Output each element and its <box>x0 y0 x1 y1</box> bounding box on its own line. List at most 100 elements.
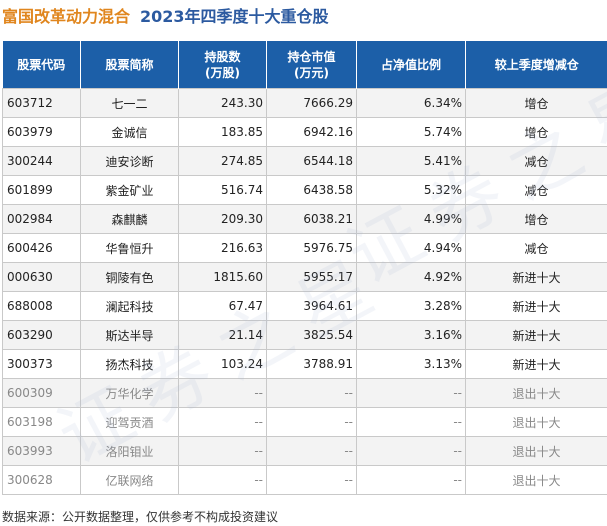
cell-value: 6942.16 <box>266 117 357 147</box>
cell-ratio: 4.99% <box>356 204 466 234</box>
cell-code: 300373 <box>2 349 81 379</box>
cell-name: 铜陵有色 <box>80 262 179 292</box>
cell-change: 退出十大 <box>465 378 607 408</box>
table-row: 603993 洛阳钼业 -- -- -- 退出十大 <box>2 436 607 466</box>
table-row: 603979 金诚信 183.85 6942.16 5.74% 增仓 <box>2 117 607 147</box>
data-source-note: 数据来源：公开数据整理，仅供参考不构成投资建议 <box>2 510 279 524</box>
table-row: 600426 华鲁恒升 216.63 5976.75 4.94% 减仓 <box>2 233 607 263</box>
cell-value: -- <box>266 465 357 495</box>
table-row: 600309 万华化学 -- -- -- 退出十大 <box>2 378 607 408</box>
cell-value: 6038.21 <box>266 204 357 234</box>
cell-ratio: 6.34% <box>356 88 466 118</box>
cell-name: 洛阳钼业 <box>80 436 179 466</box>
holdings-table: 股票代码 股票简称 持股数 (万股) 持仓市值 (万元) 占净值比例 较上季度增… <box>2 41 607 495</box>
cell-shares: -- <box>178 407 267 437</box>
cell-name: 斯达半导 <box>80 320 179 350</box>
cell-change: 新进十大 <box>465 320 607 350</box>
cell-shares: 516.74 <box>178 175 267 205</box>
cell-name: 森麒麟 <box>80 204 179 234</box>
cell-shares: 21.14 <box>178 320 267 350</box>
header-value-unit: (万元) <box>294 65 329 80</box>
cell-ratio: 3.16% <box>356 320 466 350</box>
header-ratio: 占净值比例 <box>356 41 466 89</box>
cell-code: 603979 <box>2 117 81 147</box>
header-shares: 持股数 (万股) <box>178 41 267 89</box>
table-row: 300373 扬杰科技 103.24 3788.91 3.13% 新进十大 <box>2 349 607 379</box>
cell-code: 688008 <box>2 291 81 321</box>
cell-name: 紫金矿业 <box>80 175 179 205</box>
table-row: 601899 紫金矿业 516.74 6438.58 5.32% 减仓 <box>2 175 607 205</box>
cell-ratio: 4.92% <box>356 262 466 292</box>
cell-shares: 67.47 <box>178 291 267 321</box>
cell-ratio: -- <box>356 465 466 495</box>
cell-value: 3964.61 <box>266 291 357 321</box>
header-change: 较上季度增减仓 <box>465 41 607 89</box>
cell-name: 七一二 <box>80 88 179 118</box>
cell-change: 增仓 <box>465 88 607 118</box>
cell-code: 600426 <box>2 233 81 263</box>
cell-ratio: 3.13% <box>356 349 466 379</box>
cell-shares: -- <box>178 436 267 466</box>
table-row: 300628 亿联网络 -- -- -- 退出十大 <box>2 465 607 495</box>
cell-ratio: -- <box>356 407 466 437</box>
header-code: 股票代码 <box>2 41 81 89</box>
cell-code: 603290 <box>2 320 81 350</box>
cell-name: 万华化学 <box>80 378 179 408</box>
cell-name: 扬杰科技 <box>80 349 179 379</box>
table-row: 000630 铜陵有色 1815.60 5955.17 4.92% 新进十大 <box>2 262 607 292</box>
cell-shares: 209.30 <box>178 204 267 234</box>
cell-value: 3825.54 <box>266 320 357 350</box>
cell-ratio: 5.74% <box>356 117 466 147</box>
cell-change: 新进十大 <box>465 349 607 379</box>
cell-value: 6544.18 <box>266 146 357 176</box>
cell-code: 603712 <box>2 88 81 118</box>
cell-change: 减仓 <box>465 175 607 205</box>
cell-code: 603198 <box>2 407 81 437</box>
cell-change: 退出十大 <box>465 407 607 437</box>
cell-name: 澜起科技 <box>80 291 179 321</box>
cell-shares: -- <box>178 465 267 495</box>
cell-name: 华鲁恒升 <box>80 233 179 263</box>
table-row: 688008 澜起科技 67.47 3964.61 3.28% 新进十大 <box>2 291 607 321</box>
cell-name: 迪安诊断 <box>80 146 179 176</box>
table-row: 002984 森麒麟 209.30 6038.21 4.99% 增仓 <box>2 204 607 234</box>
cell-name: 亿联网络 <box>80 465 179 495</box>
cell-value: -- <box>266 436 357 466</box>
cell-change: 退出十大 <box>465 465 607 495</box>
cell-code: 300244 <box>2 146 81 176</box>
cell-change: 增仓 <box>465 117 607 147</box>
table-row: 603198 迎驾贡酒 -- -- -- 退出十大 <box>2 407 607 437</box>
cell-ratio: -- <box>356 378 466 408</box>
cell-name: 金诚信 <box>80 117 179 147</box>
cell-ratio: 5.41% <box>356 146 466 176</box>
header-value: 持仓市值 (万元) <box>266 41 357 89</box>
header-shares-unit: (万股) <box>205 65 240 80</box>
cell-ratio: -- <box>356 436 466 466</box>
cell-value: -- <box>266 378 357 408</box>
page-title: 富国改革动力混合 2023年四季度十大重仓股 <box>2 4 329 30</box>
cell-shares: 103.24 <box>178 349 267 379</box>
cell-ratio: 4.94% <box>356 233 466 263</box>
table-row: 603712 七一二 243.30 7666.29 6.34% 增仓 <box>2 88 607 118</box>
cell-change: 新进十大 <box>465 291 607 321</box>
cell-value: 7666.29 <box>266 88 357 118</box>
cell-value: 5976.75 <box>266 233 357 263</box>
cell-code: 601899 <box>2 175 81 205</box>
cell-value: -- <box>266 407 357 437</box>
cell-change: 增仓 <box>465 204 607 234</box>
cell-ratio: 5.32% <box>356 175 466 205</box>
cell-code: 000630 <box>2 262 81 292</box>
cell-shares: 183.85 <box>178 117 267 147</box>
cell-shares: -- <box>178 378 267 408</box>
cell-name: 迎驾贡酒 <box>80 407 179 437</box>
cell-change: 减仓 <box>465 233 607 263</box>
header-value-label: 持仓市值 <box>287 49 336 64</box>
cell-ratio: 3.28% <box>356 291 466 321</box>
cell-shares: 216.63 <box>178 233 267 263</box>
table-row: 300244 迪安诊断 274.85 6544.18 5.41% 减仓 <box>2 146 607 176</box>
cell-value: 6438.58 <box>266 175 357 205</box>
holdings-body: 603712 七一二 243.30 7666.29 6.34% 增仓 603979 金诚信 18… <box>2 88 607 495</box>
cell-change: 退出十大 <box>465 436 607 466</box>
report-period: 2023年四季度十大重仓股 <box>140 7 329 26</box>
cell-shares: 243.30 <box>178 88 267 118</box>
